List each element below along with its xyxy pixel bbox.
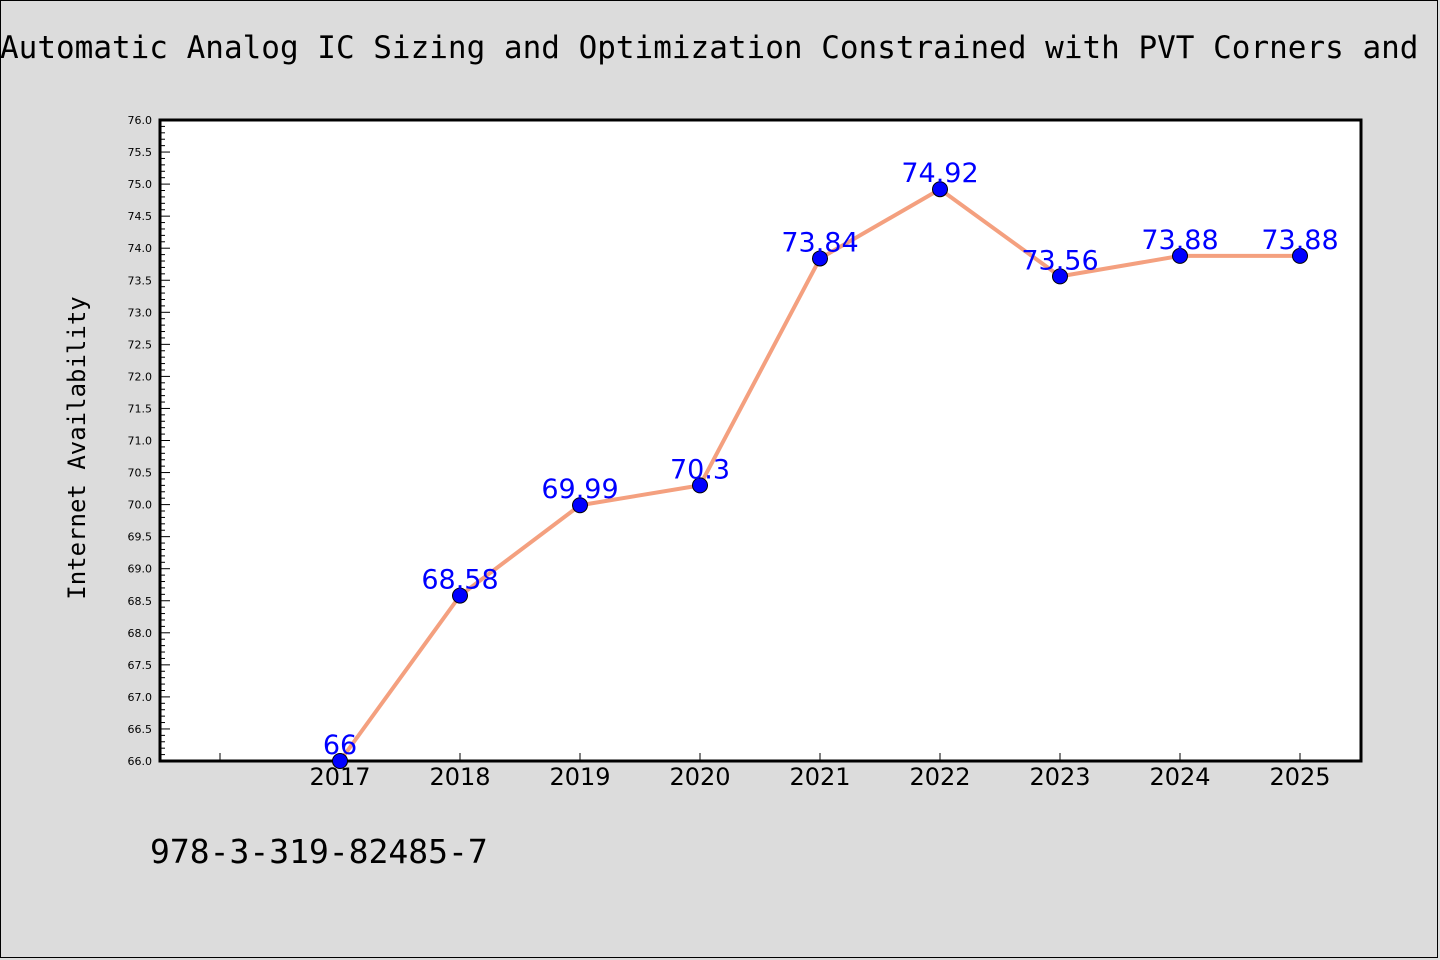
x-tick-label: 2025 (1269, 763, 1330, 791)
y-tick-label: 68.5 (128, 595, 153, 608)
y-tick-label: 74.0 (128, 242, 153, 255)
data-point (1292, 247, 1308, 264)
footer-text: 978-3-319-82485-7 (150, 832, 488, 871)
y-tick-label: 73.0 (128, 306, 153, 319)
y-tick-label: 70.0 (128, 499, 153, 512)
x-tick-label: 2018 (429, 763, 490, 791)
y-tick-label: 69.5 (128, 531, 153, 544)
plot-area (158, 118, 1363, 763)
data-label: 66 (323, 730, 357, 761)
data-label: 73.88 (1261, 225, 1338, 256)
x-tick-label: 2019 (549, 763, 610, 791)
y-tick-label: 72.0 (128, 370, 153, 383)
y-tick-label: 69.0 (128, 563, 153, 576)
data-point (452, 587, 468, 604)
data-label: 68.58 (421, 565, 498, 596)
series-layer: 66 68.58 69.99 70.3 73.84 74.92 73.56 73.88 73.8… (323, 158, 1339, 769)
data-label: 70.3 (670, 454, 730, 485)
data-point (1052, 268, 1068, 285)
data-label: 73.88 (1141, 225, 1218, 256)
data-label: 69.99 (541, 474, 618, 505)
y-tick-label: 73.5 (128, 274, 153, 287)
y-tick-label: 70.5 (128, 467, 153, 480)
y-tick-label: 66.5 (128, 723, 153, 736)
data-label: 74.92 (901, 158, 978, 189)
y-tick-label: 67.5 (128, 659, 153, 672)
y-tick-label: 67.0 (128, 691, 153, 704)
data-point (332, 753, 348, 769)
y-tick-label: 75.5 (128, 146, 153, 159)
x-tick-label: 2023 (1029, 763, 1090, 791)
data-label: 73.56 (1021, 245, 1098, 276)
x-tick-label: 2021 (789, 763, 850, 791)
y-tick-label: 71.0 (128, 435, 153, 448)
y-tick-label: 72.5 (128, 338, 153, 351)
chart-title: Automatic Analog IC Sizing and Optimizat… (0, 30, 1440, 66)
y-tick-label: 66.0 (128, 755, 153, 768)
y-tick-label: 75.0 (128, 178, 153, 191)
data-point (932, 181, 948, 198)
data-point (692, 477, 708, 494)
x-tick-label: 2020 (669, 763, 730, 791)
y-axis: 66.0 66.5 67.0 67.5 68.0 68.5 69.0 69.5 70.0 70.5… (128, 114, 170, 768)
y-axis-title: Internet Availability (63, 296, 91, 599)
x-tick-label: 2024 (1149, 763, 1210, 791)
data-point (1172, 247, 1188, 264)
y-tick-label: 71.5 (128, 402, 153, 415)
y-tick-label: 68.0 (128, 627, 153, 640)
x-tick-label: 2022 (909, 763, 970, 791)
y-tick-label: 74.5 (128, 210, 153, 223)
data-label: 73.84 (781, 227, 858, 258)
data-point (812, 250, 828, 267)
y-tick-label: 76.0 (128, 114, 153, 127)
data-point (572, 497, 588, 514)
